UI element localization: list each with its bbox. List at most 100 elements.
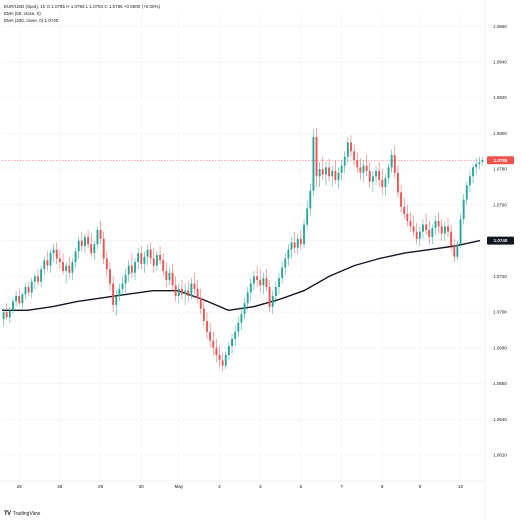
candle-60 <box>190 278 193 300</box>
candle-118 <box>371 170 374 193</box>
candle-30 <box>96 226 99 250</box>
candle-13 <box>43 256 46 275</box>
candle-26 <box>84 233 86 254</box>
candle-136 <box>428 220 431 245</box>
candle-58 <box>184 283 187 305</box>
candle-106 <box>334 160 337 184</box>
candle-111 <box>350 135 352 157</box>
candle-95 <box>299 229 302 250</box>
candle-88 <box>278 272 280 295</box>
candle-97 <box>306 201 309 230</box>
candle-25 <box>80 231 83 252</box>
candle-20 <box>65 262 68 284</box>
candle-73 <box>231 333 233 354</box>
candle-37 <box>118 283 121 302</box>
time-tick-7: 6 <box>300 484 303 489</box>
price-tick-11: 1.0640 <box>493 417 507 422</box>
candle-71 <box>224 351 227 370</box>
candle-61 <box>193 272 196 295</box>
candle-104 <box>328 158 331 182</box>
svg-text:1.0740: 1.0740 <box>494 238 508 243</box>
candles-layer <box>2 128 484 372</box>
time-tick-4: May <box>175 484 184 489</box>
candle-39 <box>124 269 127 293</box>
candle-127 <box>400 185 402 213</box>
candle-142 <box>447 217 449 238</box>
time-tick-0: 25 <box>17 484 23 489</box>
symbol-title[interactable]: EUR/USD (Spot), 1h <box>4 4 46 9</box>
candle-134 <box>422 219 424 239</box>
candle-1 <box>5 303 8 320</box>
candle-120 <box>378 162 381 188</box>
candle-149 <box>468 170 471 193</box>
candle-11 <box>37 269 39 286</box>
candle-84 <box>265 269 268 291</box>
candle-0 <box>2 308 5 327</box>
indicator-ema-50-label: EMA (50, close, 0) <box>4 11 41 16</box>
candle-72 <box>227 342 230 361</box>
candle-42 <box>134 258 136 280</box>
price-tick-9: 1.0680 <box>493 345 507 350</box>
candle-119 <box>375 165 377 186</box>
candle-36 <box>115 290 118 316</box>
candle-81 <box>256 265 259 288</box>
ema-200-layer <box>2 239 481 312</box>
ema-200-badge: 1.0740 <box>487 236 514 245</box>
candle-124 <box>390 149 393 173</box>
candle-28 <box>90 233 93 257</box>
candle-146 <box>459 213 462 248</box>
tradingview-logo[interactable]: TV TradingView <box>4 511 40 517</box>
candle-47 <box>149 242 152 264</box>
indicator-ema-50[interactable]: EMA (50, close, 0) <box>4 10 160 17</box>
time-tick-6: 3 <box>259 484 262 489</box>
candle-65 <box>206 312 208 339</box>
candle-32 <box>102 231 105 264</box>
price-tick-1: 1.0840 <box>493 60 507 65</box>
candle-23 <box>74 247 77 268</box>
candle-138 <box>434 215 437 236</box>
candle-137 <box>431 224 434 245</box>
candle-10 <box>33 272 36 289</box>
price-tick-8: 1.0700 <box>493 310 507 315</box>
candle-125 <box>393 145 396 179</box>
time-axis[interactable]: 25 26 29 30 May 2 3 6 7 8 9 10 <box>0 480 485 489</box>
candle-107 <box>337 167 340 189</box>
candle-153 <box>481 156 484 166</box>
candle-102 <box>321 156 324 180</box>
candle-54 <box>171 263 174 291</box>
candle-14 <box>46 251 49 272</box>
svg-text:1.0785: 1.0785 <box>494 158 508 163</box>
time-tick-1: 26 <box>57 484 63 489</box>
candle-66 <box>209 322 212 348</box>
candle-4 <box>15 290 18 307</box>
indicator-ema-200[interactable]: EMA (200, close, 0) 1.0740 <box>4 17 160 24</box>
candle-144 <box>453 238 456 263</box>
candle-83 <box>262 272 265 295</box>
candle-50 <box>159 246 161 264</box>
candle-117 <box>368 162 371 188</box>
candle-139 <box>437 212 440 234</box>
candle-51 <box>162 253 165 277</box>
symbol-row: EUR/USD (Spot), 1h O 1.0785 H 1.0793 L 1… <box>4 3 160 10</box>
candle-94 <box>296 233 299 255</box>
candle-62 <box>196 279 199 304</box>
candle-90 <box>284 253 287 275</box>
time-tick-3: 30 <box>139 484 145 489</box>
candle-123 <box>387 163 390 184</box>
candle-108 <box>340 160 343 180</box>
candle-5 <box>18 288 21 305</box>
candle-38 <box>121 276 124 297</box>
candle-103 <box>325 162 327 186</box>
candle-110 <box>346 137 349 163</box>
candle-64 <box>202 299 205 327</box>
candle-17 <box>55 242 58 264</box>
candle-6 <box>21 292 24 309</box>
candle-35 <box>112 276 115 313</box>
price-axis[interactable]: 1.0860 1.0840 1.0820 1.0800 1.0780 1.0760 1.07… <box>484 0 514 520</box>
candle-79 <box>249 278 252 302</box>
candle-52 <box>165 262 168 288</box>
price-tick-10: 1.0660 <box>493 381 507 386</box>
candle-151 <box>475 158 478 175</box>
candle-18 <box>58 249 61 270</box>
